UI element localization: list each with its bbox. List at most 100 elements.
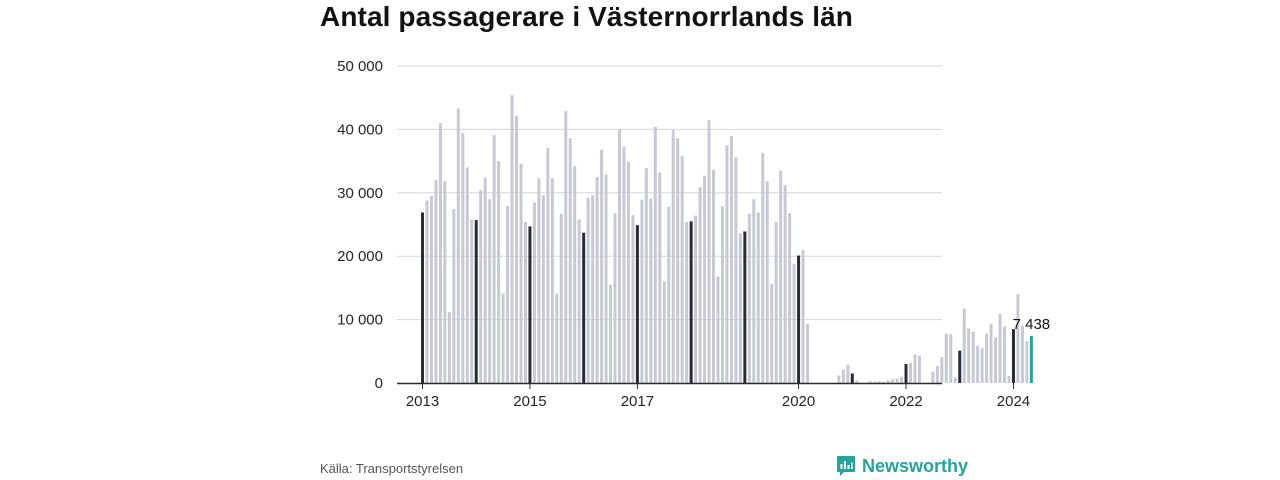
- bar: [837, 375, 841, 383]
- bar: [447, 311, 451, 383]
- bar: [640, 199, 644, 383]
- bar: [667, 206, 671, 383]
- latest-value-label: 7 438: [1013, 316, 1051, 333]
- bar-january: [904, 363, 908, 383]
- bar: [600, 149, 604, 383]
- x-tick-label: 2020: [782, 393, 815, 410]
- bar-latest: [1029, 335, 1033, 383]
- bar: [1016, 294, 1020, 383]
- bar: [1025, 341, 1029, 383]
- bar: [532, 202, 536, 383]
- bar: [944, 333, 948, 383]
- bar: [523, 221, 527, 383]
- bar: [935, 365, 939, 383]
- bar: [712, 169, 716, 383]
- bar: [591, 195, 595, 383]
- bar: [604, 174, 608, 383]
- bar: [873, 381, 877, 383]
- bar-january: [421, 212, 424, 383]
- bar: [622, 146, 626, 383]
- bar: [971, 331, 975, 383]
- bar-january: [850, 373, 854, 383]
- bar: [985, 333, 989, 383]
- bar: [967, 328, 971, 383]
- bar: [953, 377, 957, 383]
- brand-logo[interactable]: Newsworthy: [836, 455, 968, 477]
- bar: [626, 161, 630, 383]
- bar: [801, 249, 805, 383]
- bar: [613, 213, 617, 383]
- bar: [425, 200, 429, 383]
- bar: [470, 219, 474, 383]
- bar: [461, 133, 465, 383]
- bar: [806, 324, 810, 383]
- bar-january: [582, 232, 586, 383]
- bar: [703, 175, 707, 383]
- bar: [765, 181, 769, 383]
- bar: [998, 313, 1002, 383]
- bar: [586, 197, 590, 383]
- bar: [895, 378, 899, 383]
- bar: [452, 209, 456, 383]
- bar: [577, 219, 581, 383]
- bar: [550, 178, 554, 383]
- bar: [994, 337, 998, 383]
- y-tick-label: 10 000: [337, 312, 383, 329]
- bar-january: [958, 350, 962, 383]
- bar: [707, 119, 711, 383]
- x-tick-label: 2013: [406, 393, 439, 410]
- bar: [738, 233, 742, 383]
- bar: [729, 135, 733, 383]
- bar: [631, 214, 635, 383]
- bar: [989, 324, 993, 383]
- bar-january: [528, 226, 532, 383]
- bar: [555, 293, 559, 383]
- bar: [506, 206, 510, 383]
- bar: [488, 199, 492, 383]
- y-tick-label: 50 000: [337, 58, 383, 75]
- bar: [559, 213, 563, 383]
- y-tick-label: 40 000: [337, 121, 383, 138]
- bar: [653, 126, 657, 383]
- bar: [479, 190, 483, 383]
- bar: [662, 281, 666, 383]
- bar: [649, 198, 653, 383]
- bar: [676, 138, 680, 383]
- bar: [465, 167, 469, 383]
- bar: [877, 381, 881, 383]
- bar: [595, 176, 599, 383]
- bar: [882, 381, 886, 383]
- bar: [931, 371, 935, 383]
- bar: [747, 213, 751, 383]
- bar: [913, 354, 917, 383]
- bar: [519, 163, 523, 383]
- bar: [846, 364, 850, 383]
- bar: [1007, 376, 1011, 383]
- bar: [698, 187, 702, 383]
- bar: [716, 276, 720, 383]
- bar: [761, 152, 765, 383]
- bar: [658, 172, 662, 383]
- bar: [949, 334, 953, 383]
- bar: [783, 185, 787, 383]
- bar: [497, 161, 501, 383]
- bar: [429, 195, 433, 383]
- bar: [617, 129, 621, 383]
- bar: [541, 195, 545, 383]
- brand-name: Newsworthy: [862, 455, 969, 476]
- bar: [725, 145, 729, 383]
- bar: [483, 177, 487, 383]
- bar: [868, 381, 872, 383]
- bar-chart-speech-icon: [837, 456, 855, 476]
- x-tick-label: 2017: [621, 393, 654, 410]
- bar: [940, 357, 944, 383]
- bar: [609, 284, 613, 383]
- bar: [779, 170, 783, 383]
- bar: [501, 293, 505, 383]
- bar: [1020, 325, 1024, 383]
- source-note: Källa: Transportstyrelsen: [320, 461, 464, 476]
- bar-january: [1011, 329, 1015, 383]
- x-tick-label: 2015: [513, 393, 546, 410]
- bar-january: [743, 231, 747, 383]
